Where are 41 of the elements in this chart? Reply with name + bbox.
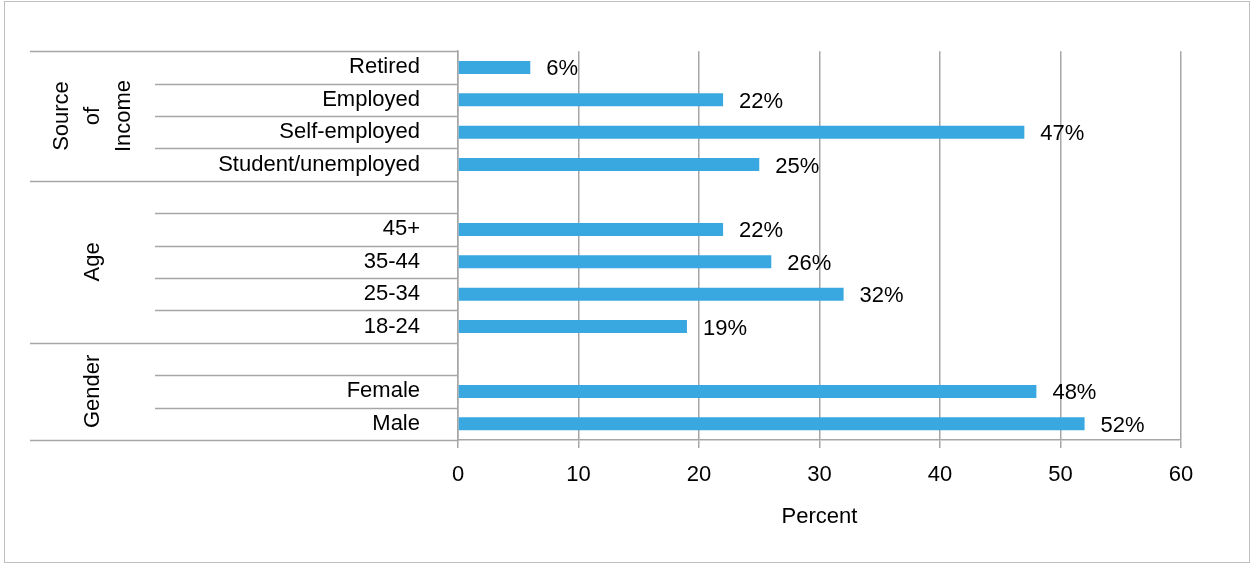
data-label: 22%	[739, 87, 784, 113]
data-label: 47%	[1040, 120, 1085, 146]
x-tick-label: 40	[927, 461, 953, 487]
bar	[458, 384, 1037, 398]
bar	[458, 320, 687, 334]
data-label: 48%	[1052, 379, 1097, 405]
data-label: 25%	[775, 152, 820, 178]
y-tick-label: 35-44	[363, 247, 420, 273]
bar	[458, 125, 1025, 139]
y-tick-label: Self-employed	[279, 118, 420, 144]
y-tick-label: Male	[372, 409, 420, 435]
data-label: 19%	[702, 314, 747, 340]
y-tick-label: 45+	[382, 215, 420, 241]
x-axis-title: Percent	[781, 502, 858, 528]
y-tick-label: 18-24	[363, 312, 420, 338]
x-tick-label: 30	[807, 461, 832, 487]
data-label: 26%	[787, 249, 832, 275]
source-note: Source of Income	[47, 79, 135, 153]
x-tick-label: 60	[1168, 461, 1194, 487]
bar	[458, 60, 531, 74]
text: Age	[78, 242, 104, 282]
bar	[458, 222, 724, 236]
bar	[458, 93, 724, 107]
x-tick-label: 50	[1048, 461, 1073, 487]
bar	[458, 158, 760, 172]
text: Gender	[78, 354, 104, 429]
data-label: 6%	[546, 55, 579, 81]
x-tick-label: 20	[686, 461, 712, 487]
data-label: 32%	[859, 282, 904, 308]
bar	[458, 255, 772, 269]
y-tick-label: 25-34	[363, 280, 420, 306]
data-label: 22%	[739, 217, 784, 243]
x-tick-label: 10	[566, 461, 591, 487]
y-tick-label: Retired	[349, 53, 420, 79]
y-tick-label: Employed	[322, 85, 420, 111]
data-label: 52%	[1100, 411, 1145, 437]
y-tick-label: Female	[346, 377, 420, 403]
x-tick-label: 0	[451, 461, 465, 487]
bar	[458, 287, 844, 301]
bar	[458, 417, 1085, 431]
y-tick-label: Student/unemployed	[218, 150, 420, 176]
